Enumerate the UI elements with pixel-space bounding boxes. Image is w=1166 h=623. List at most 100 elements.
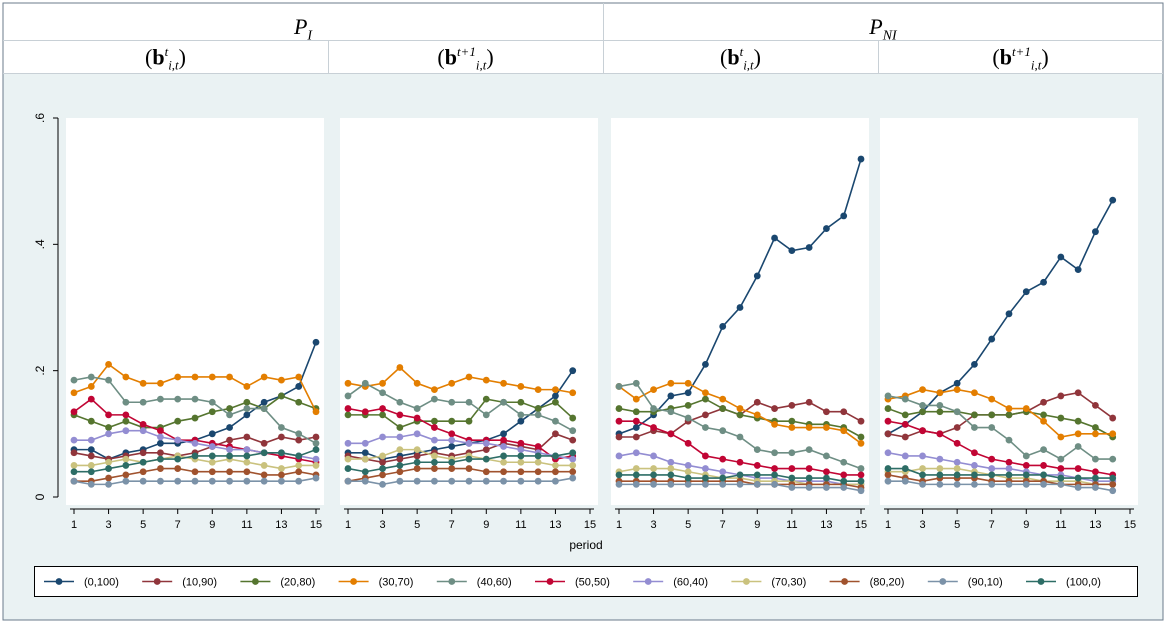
data-point bbox=[936, 430, 944, 438]
data-point bbox=[379, 480, 386, 488]
data-point bbox=[857, 477, 865, 485]
data-point bbox=[413, 452, 421, 460]
panel-header-sub: i,t bbox=[743, 57, 754, 73]
data-point bbox=[823, 468, 830, 476]
data-point bbox=[361, 408, 369, 416]
data-point bbox=[122, 398, 130, 406]
data-point bbox=[650, 405, 657, 412]
data-point bbox=[517, 468, 525, 476]
data-point bbox=[295, 383, 303, 390]
y-tick-label: .4 bbox=[33, 239, 47, 249]
group-header-sub: NI bbox=[882, 28, 897, 44]
data-point bbox=[312, 433, 320, 441]
data-point bbox=[840, 408, 848, 416]
data-point bbox=[361, 439, 369, 447]
x-tick-label: 3 bbox=[920, 519, 926, 531]
data-point bbox=[278, 424, 285, 431]
data-point bbox=[413, 477, 421, 485]
data-point bbox=[295, 477, 303, 485]
data-point bbox=[243, 405, 251, 412]
data-point bbox=[70, 408, 78, 416]
data-point bbox=[884, 430, 892, 438]
data-point bbox=[569, 367, 577, 375]
data-point bbox=[788, 402, 796, 409]
data-point bbox=[105, 360, 112, 368]
data-point bbox=[431, 417, 438, 425]
data-point bbox=[208, 398, 216, 406]
data-point bbox=[632, 379, 640, 387]
data-point bbox=[157, 427, 164, 435]
data-point bbox=[771, 405, 778, 412]
data-point bbox=[122, 411, 130, 419]
x-tick-label: 11 bbox=[1055, 519, 1066, 531]
data-point bbox=[840, 212, 848, 220]
data-point bbox=[667, 392, 675, 400]
panel-header-sup: t+1 bbox=[456, 44, 476, 59]
legend-label: (30,70) bbox=[379, 577, 414, 589]
legend-swatch-marker bbox=[841, 578, 848, 585]
data-point bbox=[788, 484, 796, 491]
data-point bbox=[139, 458, 147, 466]
data-point bbox=[569, 436, 577, 444]
data-point bbox=[396, 468, 404, 476]
data-point bbox=[1109, 196, 1117, 204]
data-point bbox=[500, 398, 507, 406]
data-point bbox=[105, 465, 112, 472]
data-point bbox=[901, 477, 909, 485]
data-point bbox=[312, 446, 320, 454]
data-point bbox=[719, 405, 727, 412]
data-point bbox=[1092, 468, 1099, 476]
data-point bbox=[615, 383, 623, 390]
legend-swatch-marker bbox=[350, 578, 357, 585]
data-point bbox=[702, 411, 709, 419]
panel-header-sub: i,t bbox=[475, 57, 487, 73]
data-point bbox=[208, 443, 216, 450]
data-point bbox=[431, 477, 438, 485]
data-point bbox=[517, 458, 525, 466]
data-point bbox=[174, 417, 182, 425]
data-point bbox=[295, 430, 303, 438]
data-point bbox=[702, 389, 709, 397]
data-point bbox=[139, 477, 147, 485]
data-point bbox=[448, 417, 456, 425]
data-point bbox=[823, 408, 830, 416]
data-point bbox=[840, 484, 848, 491]
data-point bbox=[552, 477, 559, 485]
data-point bbox=[857, 471, 865, 479]
data-point bbox=[1109, 414, 1117, 422]
data-point bbox=[569, 449, 577, 457]
data-point bbox=[1040, 446, 1047, 454]
data-point bbox=[1005, 465, 1013, 472]
data-point bbox=[632, 395, 640, 403]
data-point bbox=[719, 480, 727, 488]
panel-header-1: (bti,t) bbox=[144, 44, 186, 73]
data-point bbox=[971, 360, 978, 368]
data-point bbox=[70, 468, 78, 476]
data-point bbox=[500, 430, 507, 438]
data-point bbox=[482, 477, 490, 485]
data-point bbox=[87, 395, 95, 403]
data-point bbox=[788, 247, 796, 255]
data-point bbox=[988, 411, 996, 419]
data-point bbox=[1057, 465, 1065, 472]
data-point bbox=[884, 465, 892, 472]
data-point bbox=[1040, 471, 1047, 479]
data-point bbox=[569, 474, 577, 482]
data-point bbox=[312, 462, 320, 469]
data-point bbox=[278, 471, 285, 479]
data-point bbox=[482, 376, 490, 384]
data-point bbox=[632, 424, 640, 431]
data-point bbox=[1092, 484, 1099, 491]
data-point bbox=[105, 480, 112, 488]
panel-header-2: (bt+1i,t) bbox=[437, 44, 494, 73]
x-tick-label: 13 bbox=[820, 519, 832, 531]
data-point bbox=[500, 379, 507, 387]
data-point bbox=[396, 424, 404, 431]
data-point bbox=[344, 465, 352, 472]
data-point bbox=[884, 477, 892, 485]
data-point bbox=[465, 417, 473, 425]
data-point bbox=[632, 408, 640, 416]
data-point bbox=[278, 449, 285, 457]
data-point bbox=[1040, 417, 1047, 425]
data-point bbox=[840, 477, 848, 485]
